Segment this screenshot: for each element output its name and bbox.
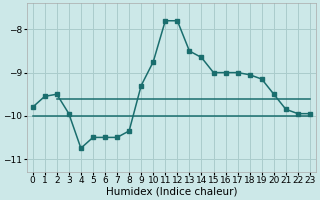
- X-axis label: Humidex (Indice chaleur): Humidex (Indice chaleur): [106, 187, 237, 197]
